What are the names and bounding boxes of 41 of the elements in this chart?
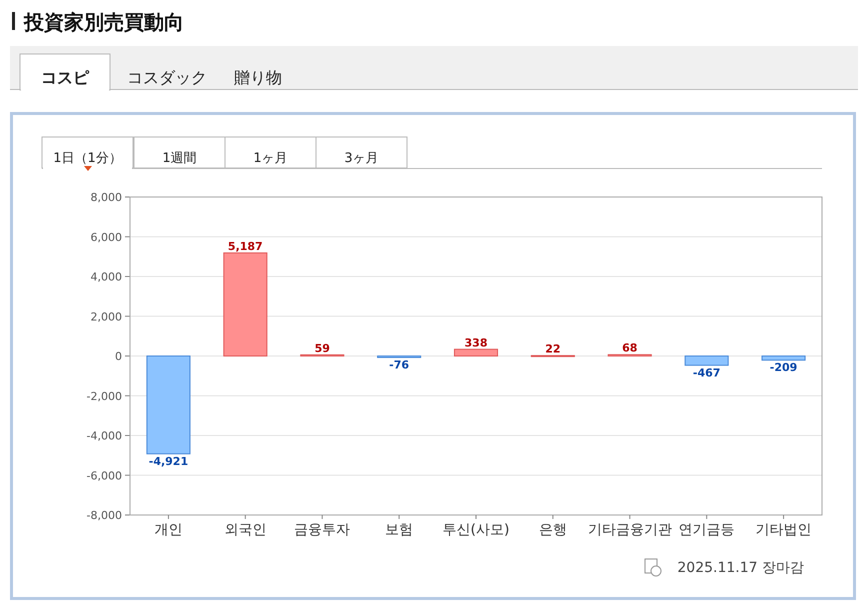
x-tick-label: 기타법인 — [756, 522, 812, 538]
text: 1ヶ月 — [253, 151, 288, 166]
y-tick-label: 6,000 — [90, 230, 122, 244]
x-tick-label: 은행 — [538, 522, 567, 538]
x-tick-label: 연기금등 — [678, 522, 735, 538]
y-tick-label: 0 — [115, 350, 122, 363]
data-label: 68 — [622, 342, 638, 355]
text: 贈り物 — [234, 68, 282, 87]
y-tick-label: -2,000 — [86, 390, 122, 403]
bar — [684, 356, 729, 366]
bar — [454, 348, 498, 356]
bar — [223, 252, 268, 356]
data-label: 5,187 — [228, 240, 263, 253]
y-tick-label: -6,000 — [86, 469, 122, 482]
y-tick-label: 4,000 — [90, 270, 122, 284]
text: コスピ — [41, 68, 90, 87]
data-label: -467 — [692, 366, 720, 380]
data-label: 338 — [464, 336, 488, 350]
text: 1週間 — [162, 151, 197, 166]
x-tick-label: 금융투자 — [294, 522, 350, 538]
data-label: -4,921 — [148, 454, 188, 468]
text: 3ヶ月 — [344, 151, 379, 166]
text: 1日（1分） — [53, 151, 122, 166]
bar — [762, 356, 806, 361]
x-tick-label: 기타금융기관 — [588, 522, 672, 538]
data-label: 59 — [314, 342, 330, 355]
bar — [146, 356, 190, 454]
x-tick-label: 개인 — [154, 522, 182, 538]
y-tick-label: 8,000 — [90, 191, 122, 204]
text: 2025.11.17 장마감 — [677, 560, 804, 576]
data-label: -76 — [389, 358, 410, 372]
y-tick-label: -4,000 — [86, 430, 122, 442]
x-tick-label: 투신(사모) — [442, 522, 510, 538]
x-tick-label: 보험 — [385, 522, 414, 538]
x-tick-label: 외국인 — [224, 522, 266, 538]
data-label: 22 — [545, 342, 561, 356]
data-label: -209 — [770, 361, 798, 374]
text: コスダック — [127, 68, 207, 87]
y-tick-label: 2,000 — [90, 310, 122, 324]
y-tick-label: -8,000 — [86, 509, 122, 522]
chart-title: 投資家別売買動向 — [23, 10, 184, 34]
